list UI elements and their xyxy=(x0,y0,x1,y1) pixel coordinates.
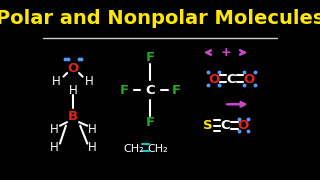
Text: S: S xyxy=(203,119,212,132)
Text: CH₂: CH₂ xyxy=(124,144,144,154)
Text: F: F xyxy=(146,51,155,64)
Text: F: F xyxy=(120,84,129,96)
Text: C: C xyxy=(221,119,230,132)
Text: H: H xyxy=(88,123,96,136)
Text: C: C xyxy=(146,84,155,96)
Text: H: H xyxy=(50,141,58,154)
Text: C: C xyxy=(227,73,236,86)
Text: H: H xyxy=(50,123,58,136)
Text: F: F xyxy=(146,116,155,129)
Text: O: O xyxy=(68,62,79,75)
Text: H: H xyxy=(69,84,77,96)
Text: Polar and Nonpolar Molecules: Polar and Nonpolar Molecules xyxy=(0,9,320,28)
Text: F: F xyxy=(172,84,181,96)
Text: H: H xyxy=(88,141,96,154)
Text: H: H xyxy=(85,75,94,87)
Text: O: O xyxy=(244,73,255,86)
Text: +: + xyxy=(220,46,231,59)
Text: O: O xyxy=(238,119,249,132)
Text: O: O xyxy=(208,73,219,86)
Text: H: H xyxy=(52,75,61,87)
Text: B: B xyxy=(68,110,78,123)
Text: CH₂: CH₂ xyxy=(147,144,168,154)
